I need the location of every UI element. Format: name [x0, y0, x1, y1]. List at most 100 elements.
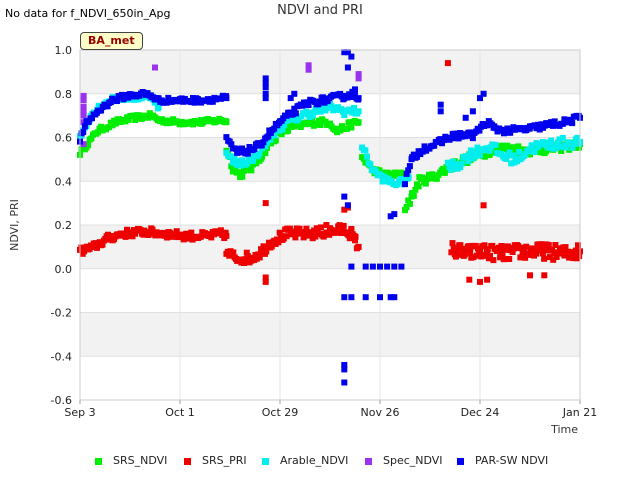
- point-srs-pri: [484, 276, 491, 283]
- point-par-sw-ndvi: [194, 96, 201, 103]
- point-srs-ndvi: [343, 126, 350, 132]
- point-arable-ndvi: [355, 108, 362, 115]
- point-srs-pri: [296, 225, 303, 232]
- point-srs-ndvi: [398, 169, 405, 176]
- x-tick-label: Jan 21: [562, 406, 597, 419]
- point-arable-ndvi: [457, 164, 464, 171]
- point-par-sw-ndvi: [246, 144, 253, 150]
- point-srs-ndvi: [88, 135, 95, 142]
- point-srs-ndvi: [415, 183, 422, 190]
- point-srs-pri: [108, 233, 115, 239]
- point-par-sw-ndvi: [457, 130, 464, 136]
- point-arable-ndvi: [543, 141, 550, 148]
- point-srs-pri: [537, 246, 544, 253]
- point-par-sw-ndvi: [352, 86, 358, 93]
- point-par-sw-ndvi: [551, 118, 558, 125]
- point-par-sw-ndvi: [348, 263, 355, 270]
- point-par-sw-ndvi: [178, 95, 185, 102]
- point-srs-ndvi: [239, 173, 246, 180]
- point-srs-pri: [470, 254, 477, 261]
- point-srs-ndvi: [543, 148, 550, 155]
- point-par-sw-ndvi: [369, 263, 376, 270]
- point-par-sw-ndvi: [455, 135, 462, 142]
- point-srs-pri: [528, 245, 535, 252]
- point-arable-ndvi: [527, 146, 533, 153]
- point-par-sw-ndvi: [233, 145, 240, 152]
- point-srs-ndvi: [422, 180, 429, 187]
- point-srs-pri: [217, 227, 224, 234]
- point-srs-pri: [262, 278, 269, 285]
- point-srs-pri: [575, 242, 581, 249]
- point-srs-pri: [535, 241, 542, 248]
- point-spec-ndvi: [80, 141, 87, 148]
- point-par-sw-ndvi: [191, 99, 198, 106]
- point-srs-pri: [466, 276, 473, 283]
- point-srs-pri: [533, 250, 540, 257]
- point-srs-ndvi: [314, 120, 321, 127]
- point-srs-pri: [146, 230, 153, 237]
- point-srs-pri: [333, 229, 340, 236]
- point-arable-ndvi: [228, 153, 235, 160]
- point-srs-ndvi: [223, 119, 230, 126]
- point-arable-ndvi: [256, 150, 263, 157]
- point-srs-pri: [340, 222, 347, 229]
- point-arable-ndvi: [243, 160, 250, 167]
- point-srs-ndvi: [527, 151, 533, 158]
- point-spec-ndvi: [80, 97, 87, 104]
- point-par-sw-ndvi: [377, 263, 383, 270]
- point-arable-ndvi: [548, 137, 555, 144]
- point-arable-ndvi: [486, 147, 493, 154]
- point-spec-ndvi: [355, 71, 362, 78]
- point-srs-ndvi: [419, 174, 426, 181]
- point-arable-ndvi: [571, 140, 578, 147]
- point-srs-pri: [99, 241, 106, 248]
- point-srs-pri: [317, 224, 324, 231]
- point-par-sw-ndvi: [569, 120, 576, 127]
- point-par-sw-ndvi: [341, 193, 348, 200]
- x-tick-label: Oct 29: [262, 406, 299, 419]
- point-par-sw-ndvi: [567, 116, 574, 123]
- point-spec-ndvi: [80, 108, 87, 115]
- point-par-sw-ndvi: [292, 110, 299, 117]
- plot-band: [80, 50, 580, 94]
- point-par-sw-ndvi: [466, 129, 473, 136]
- y-tick-label: 0.8: [55, 88, 73, 101]
- point-srs-pri: [558, 250, 564, 257]
- point-par-sw-ndvi: [410, 151, 417, 158]
- point-par-sw-ndvi: [341, 379, 348, 386]
- point-par-sw-ndvi: [305, 102, 312, 109]
- point-par-sw-ndvi: [291, 90, 298, 97]
- point-srs-ndvi: [433, 175, 440, 182]
- point-par-sw-ndvi: [535, 121, 542, 128]
- point-par-sw-ndvi: [188, 99, 195, 106]
- point-par-sw-ndvi: [344, 94, 351, 101]
- point-par-sw-ndvi: [239, 145, 245, 152]
- point-srs-pri: [576, 253, 583, 260]
- point-arable-ndvi: [531, 148, 538, 155]
- point-srs-pri: [241, 260, 247, 266]
- point-srs-ndvi: [94, 129, 101, 136]
- point-arable-ndvi: [503, 156, 510, 162]
- point-srs-pri: [564, 248, 571, 255]
- point-arable-ndvi: [477, 152, 483, 159]
- legend-swatch: [457, 458, 464, 465]
- point-par-sw-ndvi: [431, 142, 438, 149]
- point-srs-pri: [544, 247, 551, 254]
- point-par-sw-ndvi: [260, 139, 267, 146]
- station-badge[interactable]: BA_met: [80, 32, 143, 50]
- point-par-sw-ndvi: [377, 294, 383, 301]
- point-srs-pri: [494, 248, 501, 255]
- point-par-sw-ndvi: [98, 107, 105, 114]
- point-srs-pri: [539, 250, 546, 257]
- y-tick-label: 1.0: [55, 44, 73, 57]
- point-arable-ndvi: [248, 153, 255, 160]
- point-arable-ndvi: [465, 158, 472, 165]
- legend-label: SRS_NDVI: [113, 454, 168, 467]
- point-arable-ndvi: [492, 141, 499, 148]
- point-arable-ndvi: [281, 121, 288, 128]
- point-srs-pri: [303, 225, 310, 232]
- point-par-sw-ndvi: [104, 103, 111, 110]
- point-arable-ndvi: [449, 158, 456, 165]
- point-arable-ndvi: [467, 147, 474, 154]
